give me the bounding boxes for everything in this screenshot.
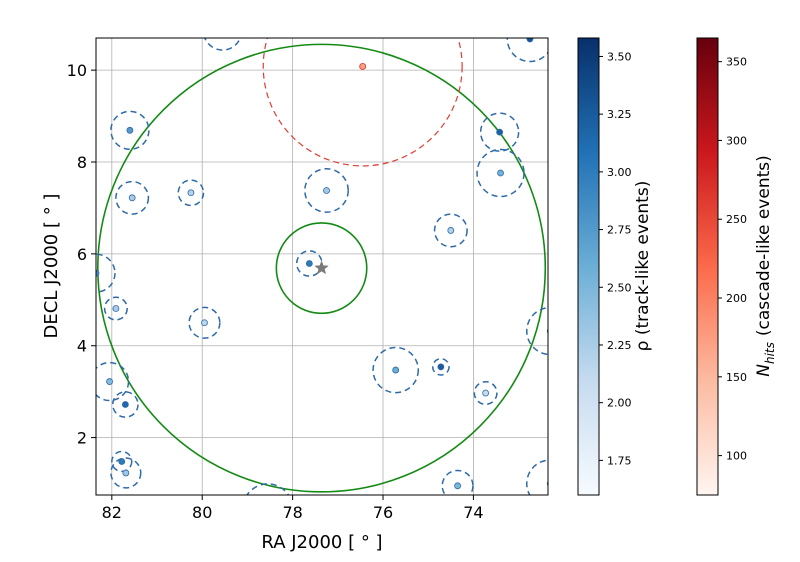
track-event-error-circle xyxy=(204,38,242,51)
y-tick-label: 10 xyxy=(67,61,87,80)
track-event-point xyxy=(265,506,271,512)
track-event-point xyxy=(437,363,445,371)
y-axis: 2 4 6 8 10 xyxy=(67,61,96,448)
colorbar-track-tick-label: 3.25 xyxy=(607,108,632,121)
x-tick-label: 82 xyxy=(102,503,122,522)
colorbar-track-tick-label: 3.50 xyxy=(607,50,632,63)
track-event-error-circle xyxy=(115,180,150,215)
x-axis: 82 80 78 76 74 xyxy=(102,495,484,522)
track-event-error-circle xyxy=(526,306,548,356)
x-tick-label: 74 xyxy=(463,503,483,522)
track-event-error-circle xyxy=(479,112,520,152)
colorbar-cascade-label: Nhits (cascade-like events) xyxy=(754,155,777,376)
colorbar-track-tick-label: 2.00 xyxy=(607,397,632,410)
search-region-circle xyxy=(275,222,368,315)
x-tick-label: 76 xyxy=(373,503,393,522)
track-event-point xyxy=(305,260,313,267)
x-tick-label: 78 xyxy=(282,503,302,522)
colorbar-track-tick-label: 3.00 xyxy=(607,166,632,179)
track-event-error-circle xyxy=(441,469,474,495)
track-event-error-circle xyxy=(506,38,548,63)
source-star-marker xyxy=(314,260,329,275)
colorbar-cascade-tick-label: 100 xyxy=(726,450,747,463)
track-event-point xyxy=(496,128,504,136)
cascade-event-point xyxy=(359,63,367,70)
track-event-error-circle xyxy=(177,179,205,207)
track-event-point xyxy=(497,169,504,177)
track-event-error-circle xyxy=(110,110,150,151)
track-event-error-circle xyxy=(111,391,139,418)
y-axis-label: DECL J2000 [ ° ] xyxy=(41,194,62,339)
track-event-point xyxy=(454,482,462,490)
x-axis-label: RA J2000 [ ° ] xyxy=(261,532,382,553)
track-event-point xyxy=(201,319,208,327)
colorbar-cascade-tick-label: 250 xyxy=(726,213,747,226)
track-event-point xyxy=(122,469,130,477)
track-event-point xyxy=(447,227,455,234)
colorbar-track-tick-label: 2.50 xyxy=(607,281,632,294)
track-event-error-circle xyxy=(96,253,116,293)
plot-content xyxy=(96,28,548,512)
cascade-event-error-circle xyxy=(262,38,463,167)
colorbar-cascade-label-n: N xyxy=(754,364,774,377)
track-event-point xyxy=(96,269,100,277)
colorbar-cascade-tick-label: 150 xyxy=(726,371,747,384)
track-event-error-circle xyxy=(188,306,221,339)
track-event-point xyxy=(323,187,330,194)
colorbar-cascade-tick-label: 350 xyxy=(726,56,747,69)
track-event-error-circle xyxy=(304,168,349,213)
track-event-point xyxy=(106,378,113,385)
colorbar-track: ρ (track-like events) 1.75 2.00 2.25 2.50 2.… xyxy=(577,37,653,496)
track-event-error-circle xyxy=(526,459,548,495)
track-event-point xyxy=(121,401,129,408)
track-event-error-circle xyxy=(476,148,525,198)
colorbar-cascade-fill xyxy=(696,37,719,496)
plot-frame xyxy=(95,37,549,496)
colorbar-track-fill xyxy=(577,37,600,496)
colorbar-track-tick-label: 1.75 xyxy=(607,454,632,467)
track-event-point xyxy=(220,28,226,34)
colorbar-track-tick-label: 2.25 xyxy=(607,339,632,352)
colorbar-cascade-label-sub: hits xyxy=(763,342,777,364)
track-event-error-circle xyxy=(111,450,133,473)
search-region-circle xyxy=(97,43,547,493)
track-event-point xyxy=(128,194,136,202)
track-event-error-circle xyxy=(96,361,130,402)
track-event-point xyxy=(126,126,134,134)
track-event-error-circle xyxy=(372,346,420,394)
track-event-error-circle xyxy=(473,380,498,406)
track-event-point xyxy=(392,366,400,374)
track-event-error-circle xyxy=(431,357,450,376)
track-event-point xyxy=(187,189,195,197)
y-tick-label: 8 xyxy=(77,153,87,172)
y-tick-label: 6 xyxy=(77,245,87,264)
track-event-point xyxy=(526,38,534,43)
x-tick-label: 80 xyxy=(192,503,212,522)
track-event-error-circle xyxy=(110,457,142,489)
y-tick-label: 4 xyxy=(77,337,87,356)
colorbar-track-tick-label: 2.75 xyxy=(607,224,632,237)
track-event-point xyxy=(482,389,490,397)
grid xyxy=(96,38,548,495)
colorbar-cascade-label-rest: (cascade-like events) xyxy=(754,155,774,336)
track-event-error-circle xyxy=(103,296,128,321)
colorbar-cascade-tick-label: 200 xyxy=(726,292,747,305)
colorbar-track-label: ρ (track-like events) xyxy=(633,181,653,352)
colorbar-cascade-tick-label: 300 xyxy=(726,134,747,147)
track-event-point xyxy=(112,305,120,312)
y-tick-label: 2 xyxy=(77,429,87,448)
colorbar-cascade: Nhits (cascade-like events) 100 150 200 250 3… xyxy=(696,37,777,496)
track-event-error-circle xyxy=(433,213,468,248)
